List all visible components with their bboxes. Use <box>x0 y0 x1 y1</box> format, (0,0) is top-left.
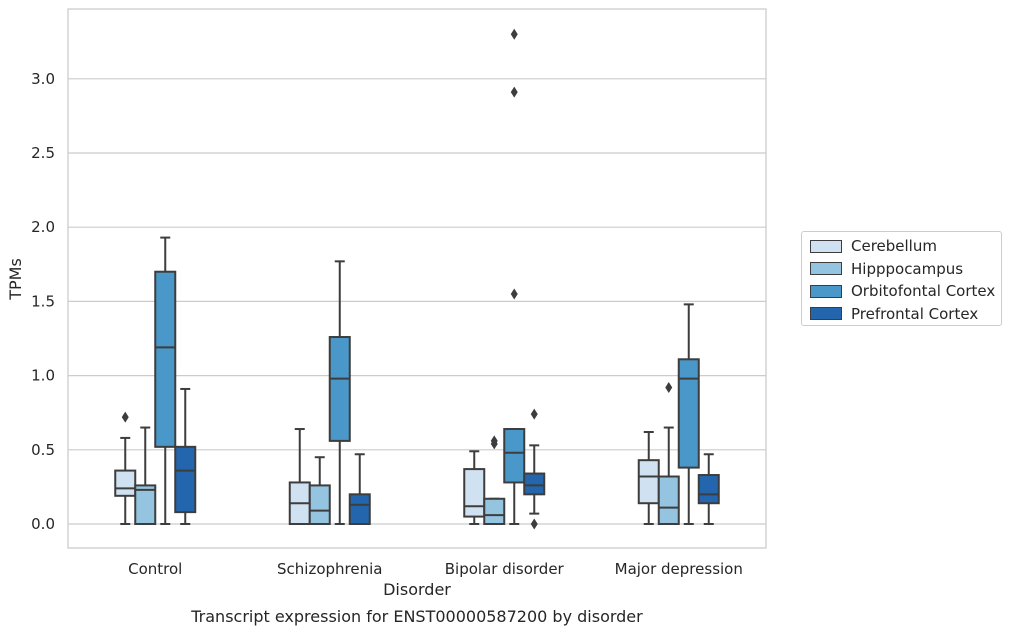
iqr-box <box>114 469 137 497</box>
box-1-3 <box>657 381 680 525</box>
legend-item: Orbitofontal Cortex <box>810 280 1001 303</box>
iqr-box <box>174 445 197 514</box>
legend: Cerebellum Hipppocampus Orbitofontal Corte… <box>801 231 1002 326</box>
y-tick-labels: 0.0 0.5 1.0 1.5 2.0 2.5 3.0 <box>31 70 55 533</box>
outlier-point <box>665 381 673 393</box>
box-2-0 <box>154 236 177 525</box>
iqr-box <box>697 474 720 505</box>
legend-swatch <box>810 239 842 253</box>
box-0-1 <box>288 428 311 525</box>
box-0-2 <box>463 450 486 525</box>
plot-frame <box>67 8 767 549</box>
y-tick-label: 0.0 <box>31 515 55 533</box>
y-tick-label: 1.0 <box>31 367 55 385</box>
box-1-0 <box>134 426 157 525</box>
outlier-point <box>530 408 538 420</box>
iqr-box <box>134 484 157 525</box>
iqr-box <box>677 358 700 469</box>
x-tick-labels: Control Schizophrenia Bipolar disorder Majo… <box>128 560 743 578</box>
box-0-3 <box>637 430 660 525</box>
y-tick-label: 1.5 <box>31 292 55 310</box>
box-1-2 <box>483 435 506 526</box>
x-tick-label: Bipolar disorder <box>445 560 565 578</box>
legend-swatch <box>810 307 842 321</box>
y-tick-label: 2.5 <box>31 144 55 162</box>
outlier-point <box>121 411 129 423</box>
y-tick-label: 2.0 <box>31 218 55 236</box>
box-3-2 <box>523 408 546 530</box>
x-axis-label: Disorder <box>383 580 451 599</box>
box-2-3 <box>677 303 700 525</box>
outlier-point <box>510 28 518 40</box>
outlier-point <box>490 435 498 447</box>
iqr-box <box>483 497 506 526</box>
y-tick-label: 0.5 <box>31 441 55 459</box>
chart-title: Transcript expression for ENST0000058720… <box>190 607 643 626</box>
outlier-point <box>510 288 518 300</box>
box-3-0 <box>174 387 197 525</box>
box-3-1 <box>348 453 371 526</box>
iqr-box <box>657 475 680 525</box>
x-tick-label: Control <box>128 560 182 578</box>
legend-item: Hipppocampus <box>810 258 1001 281</box>
y-tick-label: 3.0 <box>31 70 55 88</box>
boxes <box>114 28 720 530</box>
legend-label: Orbitofontal Cortex <box>851 282 996 301</box>
legend-label: Cerebellum <box>851 237 937 256</box>
box-2-2 <box>503 28 526 525</box>
iqr-box <box>308 484 331 525</box>
legend-item: Prefrontal Cortex <box>810 303 1001 326</box>
iqr-box <box>463 468 486 518</box>
legend-swatch <box>810 262 842 276</box>
iqr-box <box>637 459 660 505</box>
y-axis-label: TPMs <box>6 258 25 301</box>
box-2-1 <box>328 260 351 525</box>
box-1-1 <box>308 456 331 525</box>
iqr-box <box>523 472 546 496</box>
iqr-box <box>348 493 371 526</box>
outlier-point <box>510 86 518 98</box>
legend-label: Prefrontal Cortex <box>851 304 979 323</box>
box-3-3 <box>697 453 720 525</box>
iqr-box <box>503 428 526 484</box>
box-0-0 <box>114 411 137 525</box>
legend-swatch <box>810 284 842 298</box>
x-tick-label: Schizophrenia <box>277 560 382 578</box>
outlier-point <box>530 518 538 530</box>
iqr-box <box>154 270 177 448</box>
legend-label: Hipppocampus <box>851 259 964 278</box>
x-tick-label: Major depression <box>615 560 743 578</box>
legend-item: Cerebellum <box>810 235 1001 258</box>
iqr-box <box>328 336 351 442</box>
